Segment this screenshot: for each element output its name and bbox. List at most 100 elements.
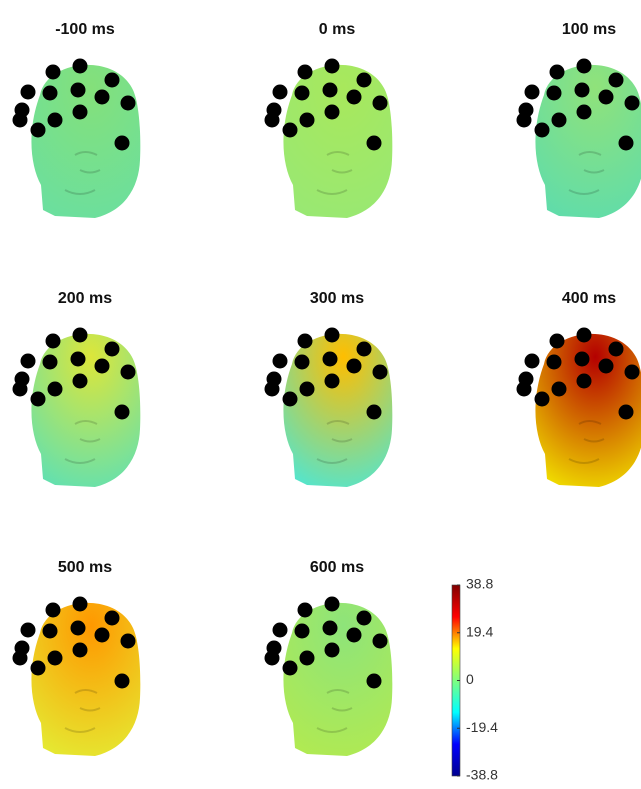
electrode [94, 627, 110, 643]
electrode [12, 112, 28, 128]
electrode [45, 602, 61, 618]
electrode [322, 351, 338, 367]
electrode [70, 351, 86, 367]
electrode [120, 633, 136, 649]
panel-title: 300 ms [310, 290, 364, 307]
head [516, 327, 641, 487]
electrode [524, 353, 540, 369]
electrode [114, 135, 130, 151]
electrode [72, 104, 88, 120]
electrode [324, 642, 340, 658]
electrode [356, 72, 372, 88]
electrode [549, 333, 565, 349]
electrode [20, 84, 36, 100]
electrode [598, 358, 614, 374]
electrode [30, 391, 46, 407]
panel-title: 100 ms [562, 21, 616, 38]
electrode [94, 89, 110, 105]
electrode [608, 72, 624, 88]
electrode [346, 627, 362, 643]
electrode [524, 84, 540, 100]
panel-title: 600 ms [310, 559, 364, 576]
head [264, 327, 393, 487]
electrode [72, 58, 88, 74]
electrode [574, 82, 590, 98]
electrode [576, 58, 592, 74]
face-shading [568, 420, 605, 464]
panel-title: 0 ms [319, 21, 356, 38]
electrode [272, 622, 288, 638]
electrode [294, 354, 310, 370]
panel-title: 200 ms [58, 290, 112, 307]
electrode [47, 650, 63, 666]
electrode [356, 610, 372, 626]
electrode [551, 381, 567, 397]
electrode [372, 95, 388, 111]
electrode [546, 85, 562, 101]
electrode [608, 341, 624, 357]
electrode [104, 610, 120, 626]
electrode [104, 341, 120, 357]
head-surface [283, 333, 393, 487]
electrode [272, 84, 288, 100]
head [264, 596, 393, 756]
electrode [346, 358, 362, 374]
face-shading [64, 151, 101, 195]
electrode [624, 364, 640, 380]
head-surface [535, 64, 641, 218]
electrode [72, 642, 88, 658]
electrode [618, 404, 634, 420]
head-surface [31, 333, 141, 487]
electrode [576, 327, 592, 343]
face-shading [316, 420, 353, 464]
electrode [12, 381, 28, 397]
head [12, 596, 141, 756]
electrode [322, 620, 338, 636]
electrode [297, 602, 313, 618]
head [12, 58, 141, 218]
electrode [372, 633, 388, 649]
electrode [72, 373, 88, 389]
electrode [324, 596, 340, 612]
electrode [70, 82, 86, 98]
head [264, 58, 393, 218]
electrode [546, 354, 562, 370]
electrode [20, 622, 36, 638]
electrode [372, 364, 388, 380]
electrode [534, 391, 550, 407]
colorbar-tick-label: -38.8 [466, 767, 498, 783]
electrode [299, 381, 315, 397]
colorbar-tick-label: 19.4 [466, 623, 493, 639]
head [12, 327, 141, 487]
colorbar-tick-label: -19.4 [466, 719, 498, 735]
electrode [574, 351, 590, 367]
electrode [42, 85, 58, 101]
electrode [346, 89, 362, 105]
electrode [264, 381, 280, 397]
electrode [297, 64, 313, 80]
electrode [366, 673, 382, 689]
head-surface [283, 602, 393, 756]
electrode [516, 381, 532, 397]
head-surface [31, 602, 141, 756]
electrode [299, 112, 315, 128]
electrode [324, 58, 340, 74]
electrode [47, 112, 63, 128]
electrode [624, 95, 640, 111]
electrode [104, 72, 120, 88]
electrode [114, 673, 130, 689]
electrode [551, 112, 567, 128]
electrode [534, 122, 550, 138]
electrode [297, 333, 313, 349]
head-surface [31, 64, 141, 218]
electrode [12, 650, 28, 666]
face-shading [316, 689, 353, 733]
electrode [282, 660, 298, 676]
electrode [549, 64, 565, 80]
electrode [294, 623, 310, 639]
electrode [264, 112, 280, 128]
electrode [72, 596, 88, 612]
electrode [324, 104, 340, 120]
electrode [120, 95, 136, 111]
